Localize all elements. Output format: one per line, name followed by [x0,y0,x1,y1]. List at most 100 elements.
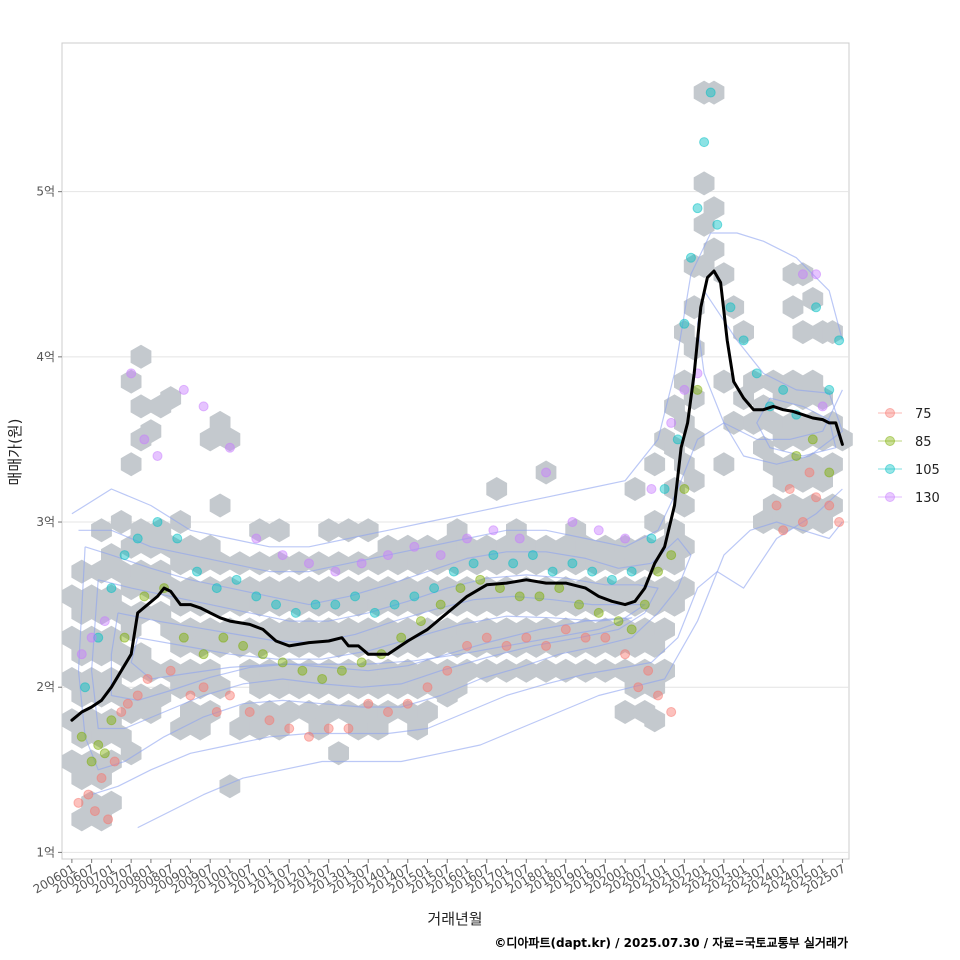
hexbin-cell [377,534,399,559]
data-point-105 [106,583,117,594]
hexbin-cell [268,675,290,700]
legend-label: 85 [915,435,932,450]
data-point-75 [343,723,354,734]
hexbin-cell [91,724,112,749]
hexbin-cell [229,633,251,658]
hexbin-cell [802,452,824,477]
y-tick-label: 3억 [36,515,55,529]
density-contour [137,521,843,829]
legend-key-point [885,408,895,418]
data-point-75 [442,665,453,676]
hexbin-cell [792,262,814,287]
density-contour [91,574,659,730]
hexbin-cell [585,633,606,658]
hexbin-cell [753,435,774,460]
density-contour [78,389,843,573]
hexbin-cell [338,576,359,601]
hexbin-cell [61,667,83,691]
hexbin-cell [288,592,310,617]
data-point-75 [521,632,532,643]
data-point-75 [600,632,611,643]
hexbin-cell [506,551,527,576]
data-point-130 [356,558,367,569]
data-point-85 [99,748,110,759]
hexbin-cell [298,617,320,642]
data-point-75 [834,517,845,528]
hexbin-cell [140,419,162,444]
hexbin-cell [160,386,182,411]
hexbin-cell [61,625,83,650]
hexbin-cell [772,468,794,493]
hexbin-cell [693,212,715,237]
data-point-105 [587,566,598,577]
hexbin-cell [120,452,142,477]
hexbin-cell [71,807,93,832]
data-point-105 [429,583,440,594]
hexbin-cell [120,700,142,724]
data-point-75 [96,773,107,784]
data-point-105 [567,558,578,569]
hexbin-cell [377,700,399,724]
hexbin-cell [91,683,112,708]
data-point-85 [679,483,690,494]
data-point-75 [122,698,133,709]
data-point-85 [639,599,650,610]
hexbin-cell [446,518,468,543]
hexbin-cell [614,658,636,683]
hexbin-cell [130,394,152,419]
data-point-130 [126,368,137,379]
data-point-85 [593,607,604,618]
data-point-105 [488,550,499,561]
data-point-105 [132,533,143,544]
data-point-105 [350,591,361,602]
hexbin-cell [71,642,93,667]
data-point-75 [811,492,822,503]
hexbin-cell [535,617,557,642]
data-point-75 [284,723,295,734]
data-point-85 [626,624,637,635]
data-point-85 [86,756,97,767]
data-point-75 [142,673,153,684]
data-point-105 [310,599,321,610]
hexbin-cell [318,518,340,543]
data-point-105 [547,566,558,577]
data-point-105 [119,550,130,561]
hexbin-cell [614,700,636,724]
hexbin-cell [120,741,142,766]
data-point-85 [257,649,268,660]
data-point-75 [771,500,782,511]
data-point-85 [178,632,189,643]
hexbin-cell [812,510,833,534]
hexbin-cell [298,658,320,683]
data-point-85 [396,632,407,643]
hexbin-cell [802,287,824,311]
hexbin-cell [239,658,261,683]
hexbin-cell [219,427,241,452]
hexbin-cell [427,633,448,658]
data-point-85 [76,731,87,742]
data-point-75 [541,640,552,651]
data-point-130 [86,632,97,643]
hexbin-cell [308,551,330,576]
hexbin-cell [199,427,221,452]
data-point-75 [132,690,143,701]
hexbin-cell [486,477,508,501]
data-point-105 [646,533,657,544]
hexbin-cell [348,716,369,741]
hexbin-cell [436,534,458,559]
source-caption: ©디아파트(dapt.kr) / 2025.07.30 / 자료=국토교통부 실… [494,935,848,950]
y-axis: 1억 2억 3억 4억 5억 [36,185,62,859]
data-point-75 [666,706,677,717]
hexbin-cell [387,551,409,576]
data-point-85 [653,566,664,577]
data-point-130 [593,525,604,536]
data-point-75 [244,706,255,717]
hexbin-cell [130,559,152,584]
hexbin-cell [822,452,843,477]
data-point-75 [165,665,176,676]
data-point-130 [76,649,87,660]
hexbin-cell [664,551,685,576]
hexbin-cell [268,518,290,543]
hexbin-cell [338,658,359,683]
data-point-75 [422,682,433,693]
